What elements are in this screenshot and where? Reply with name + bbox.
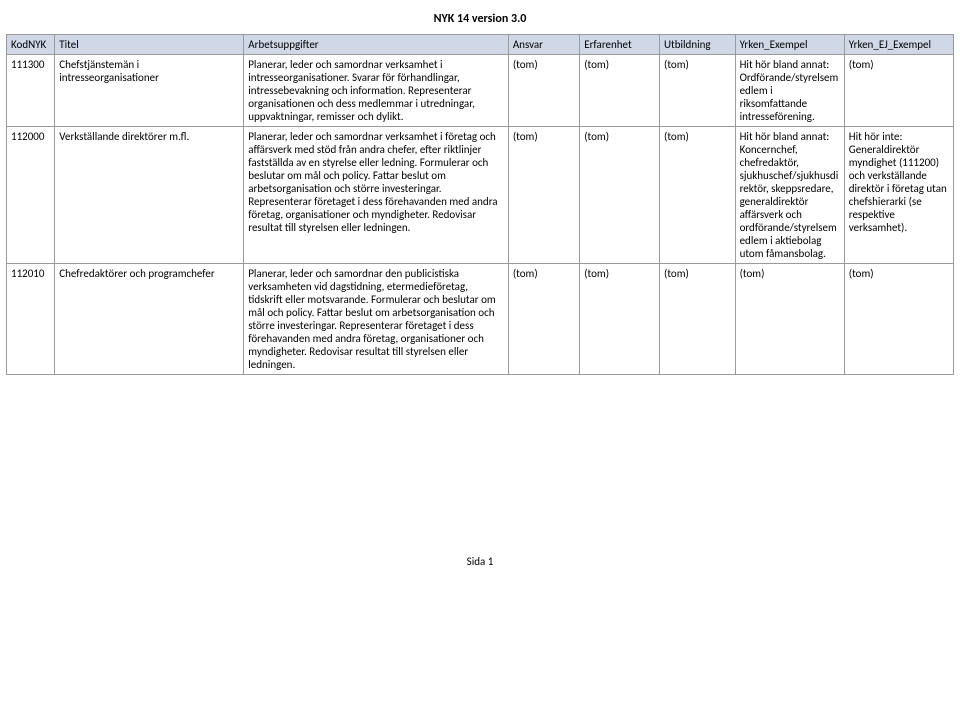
page-number: Sida 1 <box>6 375 954 568</box>
cell-kod: 111300 <box>7 55 55 127</box>
cell-erf: (tom) <box>580 55 660 127</box>
cell-kod: 112000 <box>7 127 55 264</box>
cell-arb: Planerar, leder och samordnar verksamhet… <box>244 55 509 127</box>
cell-ansvar: (tom) <box>508 127 579 264</box>
table-row: 112010 Chefredaktörer och programchefer … <box>7 264 954 375</box>
col-header-ansvar: Ansvar <box>508 35 579 55</box>
cell-utb: (tom) <box>659 55 735 127</box>
col-header-yej: Yrken_EJ_Exempel <box>844 35 953 55</box>
cell-ye: (tom) <box>735 264 844 375</box>
cell-arb: Planerar, leder och samordnar verksamhet… <box>244 127 509 264</box>
col-header-utb: Utbildning <box>659 35 735 55</box>
data-table: KodNYK Titel Arbetsuppgifter Ansvar Erfa… <box>6 34 954 375</box>
cell-ansvar: (tom) <box>508 264 579 375</box>
cell-erf: (tom) <box>580 264 660 375</box>
col-header-erf: Erfarenhet <box>580 35 660 55</box>
col-header-kod: KodNYK <box>7 35 55 55</box>
cell-yej: Hit hör inte: Generaldirektör myndighet … <box>844 127 953 264</box>
table-header-row: KodNYK Titel Arbetsuppgifter Ansvar Erfa… <box>7 35 954 55</box>
col-header-arb: Arbetsuppgifter <box>244 35 509 55</box>
cell-utb: (tom) <box>659 127 735 264</box>
cell-titel: Chefredaktörer och programchefer <box>55 264 244 375</box>
table-row: 111300 Chefstjänstemän i intresseorganis… <box>7 55 954 127</box>
cell-titel: Chefstjänstemän i intresseorganisationer <box>55 55 244 127</box>
cell-arb: Planerar, leder och samordnar den public… <box>244 264 509 375</box>
col-header-ye: Yrken_Exempel <box>735 35 844 55</box>
cell-yej: (tom) <box>844 264 953 375</box>
col-header-titel: Titel <box>55 35 244 55</box>
cell-utb: (tom) <box>659 264 735 375</box>
cell-kod: 112010 <box>7 264 55 375</box>
cell-titel: Verkställande direktörer m.fl. <box>55 127 244 264</box>
document-title: NYK 14 version 3.0 <box>6 8 954 34</box>
table-row: 112000 Verkställande direktörer m.fl. Pl… <box>7 127 954 264</box>
cell-ye: Hit hör bland annat: Ordförande/styrelse… <box>735 55 844 127</box>
cell-ansvar: (tom) <box>508 55 579 127</box>
page: NYK 14 version 3.0 KodNYK Titel Arbetsup… <box>0 0 960 588</box>
cell-erf: (tom) <box>580 127 660 264</box>
cell-yej: (tom) <box>844 55 953 127</box>
cell-ye: Hit hör bland annat: Koncernchef, chefre… <box>735 127 844 264</box>
